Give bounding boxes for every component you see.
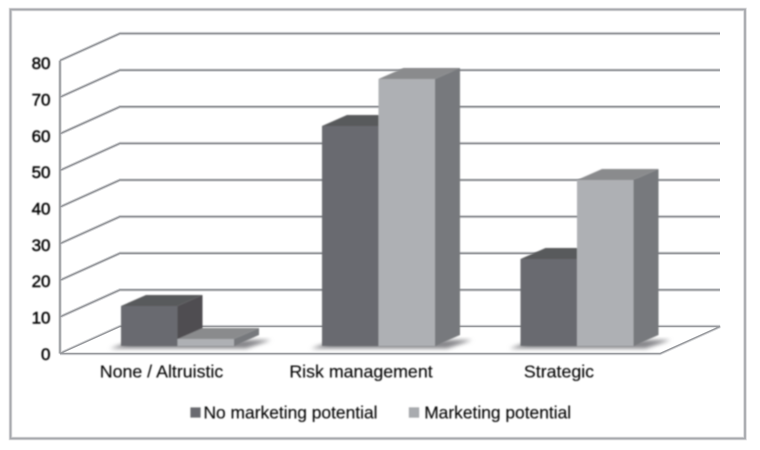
- svg-text:60: 60: [32, 127, 51, 146]
- svg-text:10: 10: [32, 309, 51, 328]
- svg-text:None / Altruistic: None / Altruistic: [100, 362, 224, 382]
- svg-text:30: 30: [32, 236, 51, 255]
- svg-text:Marketing potential: Marketing potential: [424, 402, 571, 422]
- svg-text:80: 80: [32, 54, 51, 73]
- svg-text:20: 20: [32, 272, 51, 291]
- svg-text:70: 70: [32, 91, 51, 110]
- svg-text:Risk management: Risk management: [289, 362, 432, 382]
- svg-text:50: 50: [32, 163, 51, 182]
- svg-text:0: 0: [41, 345, 50, 364]
- svg-text:40: 40: [32, 200, 51, 219]
- svg-text:No marketing potential: No marketing potential: [204, 402, 378, 422]
- svg-text:Strategic: Strategic: [524, 362, 594, 382]
